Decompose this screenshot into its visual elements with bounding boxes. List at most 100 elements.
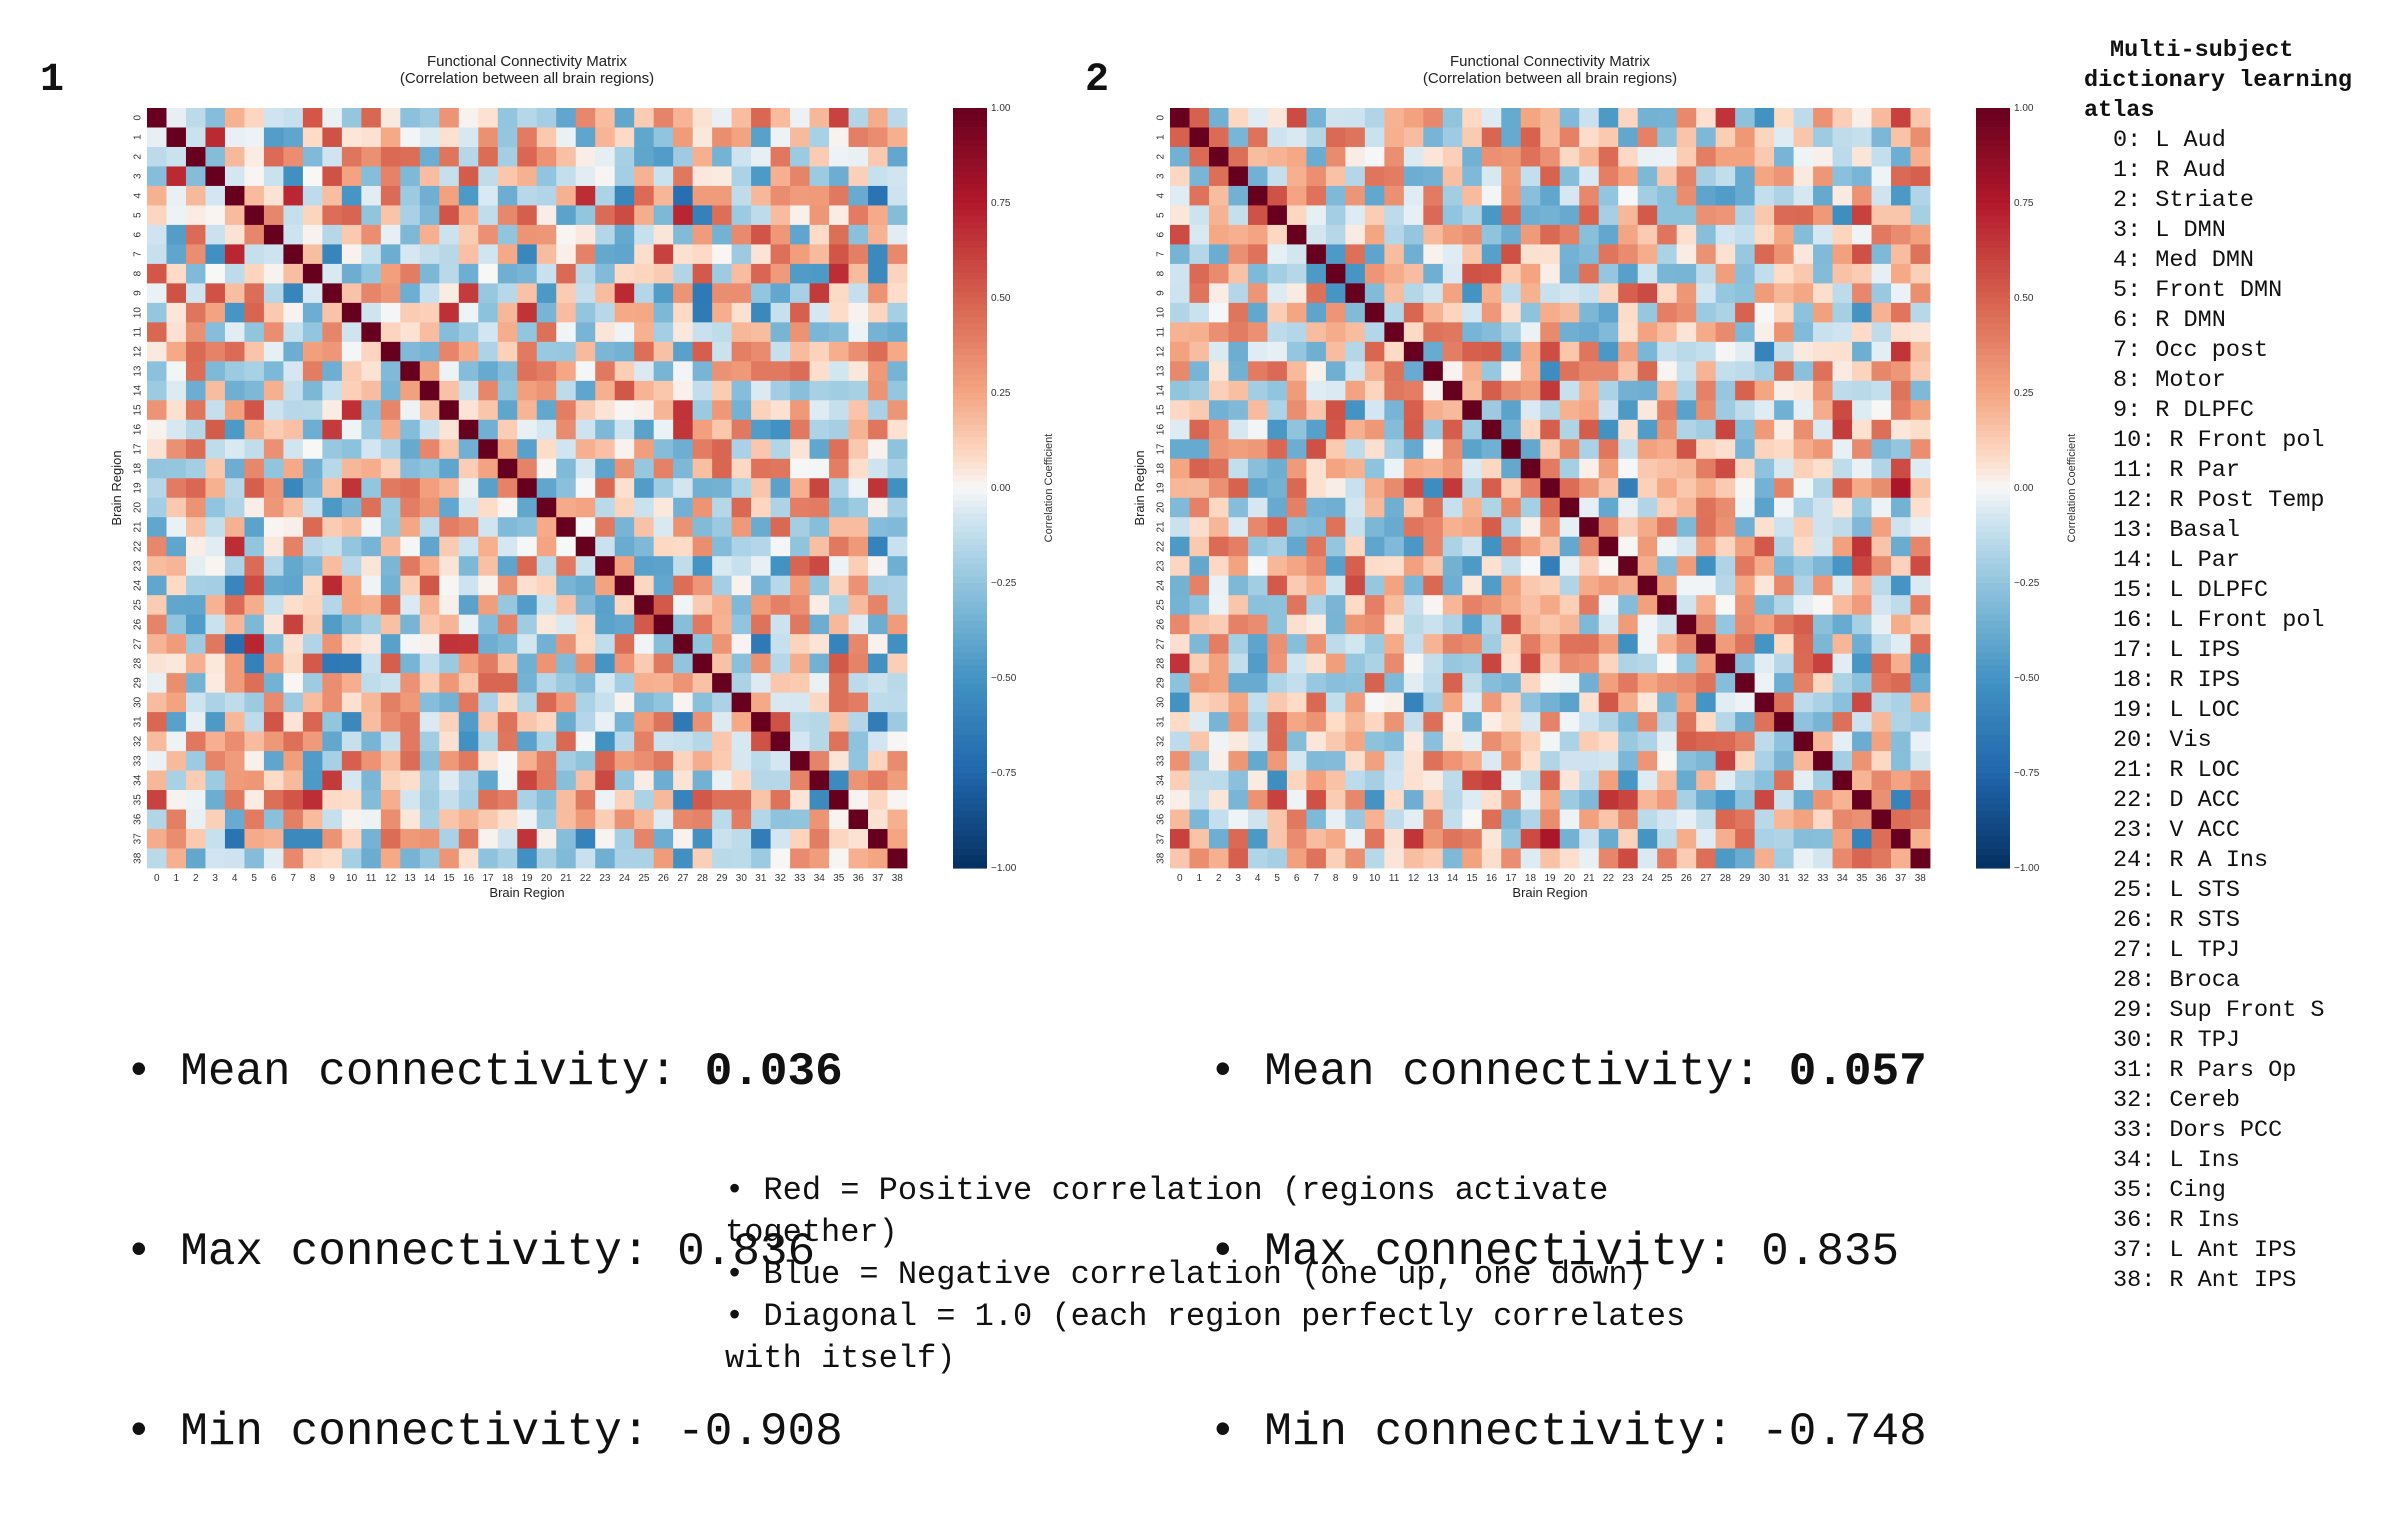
heatmap-cell — [1774, 809, 1794, 830]
heatmap-cell — [595, 517, 616, 538]
heatmap-cell — [751, 478, 771, 499]
heatmap-cell — [1384, 536, 1405, 557]
heatmap-cell — [1345, 478, 1366, 499]
heatmap-cell — [1325, 848, 1346, 869]
colorbar-segment — [1976, 386, 2010, 394]
heatmap-cell — [1618, 283, 1639, 304]
heatmap-cell — [147, 848, 167, 869]
x-tick-label: 27 — [677, 873, 689, 884]
atlas-region-item: 17: L IPS — [2113, 637, 2240, 664]
heatmap-cell — [1384, 361, 1405, 382]
heatmap-cell — [1579, 790, 1600, 810]
heatmap-cell — [829, 829, 849, 849]
heatmap-cell — [419, 322, 440, 343]
heatmap-cell — [341, 419, 362, 440]
y-tick-label: 12 — [133, 346, 144, 358]
heatmap-cell — [1364, 322, 1385, 343]
heatmap-cell — [887, 770, 908, 791]
heatmap-cell — [1871, 673, 1892, 694]
heatmap-cell — [614, 790, 635, 810]
heatmap-cell — [1267, 809, 1288, 830]
heatmap-cell — [868, 322, 888, 343]
heatmap-cell — [1345, 614, 1366, 635]
heatmap-cell — [244, 341, 265, 362]
heatmap-cell — [1208, 108, 1229, 128]
heatmap-cell — [478, 575, 499, 596]
heatmap-cell — [1774, 751, 1794, 771]
heatmap-cell — [147, 595, 167, 616]
heatmap-cell — [809, 536, 830, 557]
heatmap-cell — [1735, 829, 1756, 849]
heatmap-cell — [1403, 283, 1424, 304]
heatmap-cell — [244, 400, 265, 421]
heatmap-cell — [575, 517, 596, 538]
x-tick-label: 31 — [1778, 873, 1790, 884]
heatmap-cell — [712, 127, 733, 148]
heatmap-cell — [829, 595, 849, 616]
heatmap-cell — [673, 146, 694, 167]
colorbar-segment — [1976, 557, 2010, 565]
heatmap-cell — [731, 829, 752, 849]
heatmap-cell — [887, 848, 908, 869]
heatmap-cell — [887, 341, 908, 362]
heatmap-cell — [1637, 575, 1658, 596]
heatmap-cell — [1247, 205, 1268, 226]
heatmap-cell — [848, 556, 869, 577]
heatmap-cell — [1715, 829, 1736, 849]
heatmap-cell — [1208, 614, 1229, 635]
heatmap-cell — [575, 341, 596, 362]
heatmap-cell — [517, 809, 538, 830]
heatmap-cell — [1481, 224, 1502, 245]
heatmap-cell — [1910, 283, 1931, 304]
heatmap-cell — [887, 809, 908, 830]
heatmap-cell — [634, 595, 655, 616]
heatmap-cell — [829, 224, 849, 245]
heatmap-cell — [1170, 127, 1190, 148]
heatmap-cell — [361, 712, 382, 732]
heatmap-cell — [1520, 634, 1541, 655]
heatmap-cell — [868, 634, 888, 655]
heatmap-cell — [1637, 419, 1658, 440]
heatmap-cell — [283, 790, 304, 810]
heatmap-cell — [263, 848, 284, 869]
heatmap-cell — [1657, 634, 1678, 655]
colorbar-segment — [1976, 165, 2010, 172]
colorbar-label: Correlation Coefficient — [2066, 434, 2078, 543]
heatmap-cell — [868, 361, 888, 382]
heatmap-cell — [1403, 361, 1424, 382]
heatmap-cell — [1793, 809, 1814, 830]
heatmap-cell — [1384, 575, 1405, 596]
heatmap-cell — [322, 400, 343, 421]
heatmap-cell — [224, 244, 245, 265]
heatmap-cell — [692, 166, 713, 187]
heatmap-cell — [1637, 322, 1658, 343]
heatmap-cell — [1345, 108, 1366, 128]
heatmap-cell — [1286, 790, 1307, 810]
heatmap-cell — [497, 731, 518, 752]
colorbar-segment — [953, 380, 987, 388]
heatmap-cell — [575, 809, 596, 830]
heatmap-cell — [653, 556, 674, 577]
heatmap-cell — [1520, 419, 1541, 440]
heatmap-cell — [770, 146, 791, 167]
atlas-region-item: 34: L Ins — [2113, 1147, 2240, 1174]
heatmap-cell — [673, 614, 694, 635]
heatmap-cell — [205, 497, 226, 518]
heatmap-cell — [1384, 790, 1405, 810]
heatmap-cell — [302, 400, 323, 421]
colorbar-segment — [953, 260, 987, 267]
heatmap-cell — [1501, 770, 1522, 791]
heatmap-cell — [1832, 224, 1853, 245]
heatmap-cell — [790, 653, 810, 674]
heatmap-cell — [575, 185, 596, 206]
heatmap-cell — [809, 595, 830, 616]
colorbar-segment — [953, 488, 987, 495]
colorbar-segment — [1976, 583, 2010, 590]
heatmap-cell — [1170, 380, 1190, 401]
heatmap-cell — [224, 380, 245, 401]
heatmap-cell — [1813, 790, 1833, 810]
heatmap-cell — [790, 283, 810, 304]
colorbar-segment — [1976, 323, 2010, 331]
y-tick-label: 35 — [1156, 794, 1167, 806]
heatmap-cell — [1189, 419, 1210, 440]
